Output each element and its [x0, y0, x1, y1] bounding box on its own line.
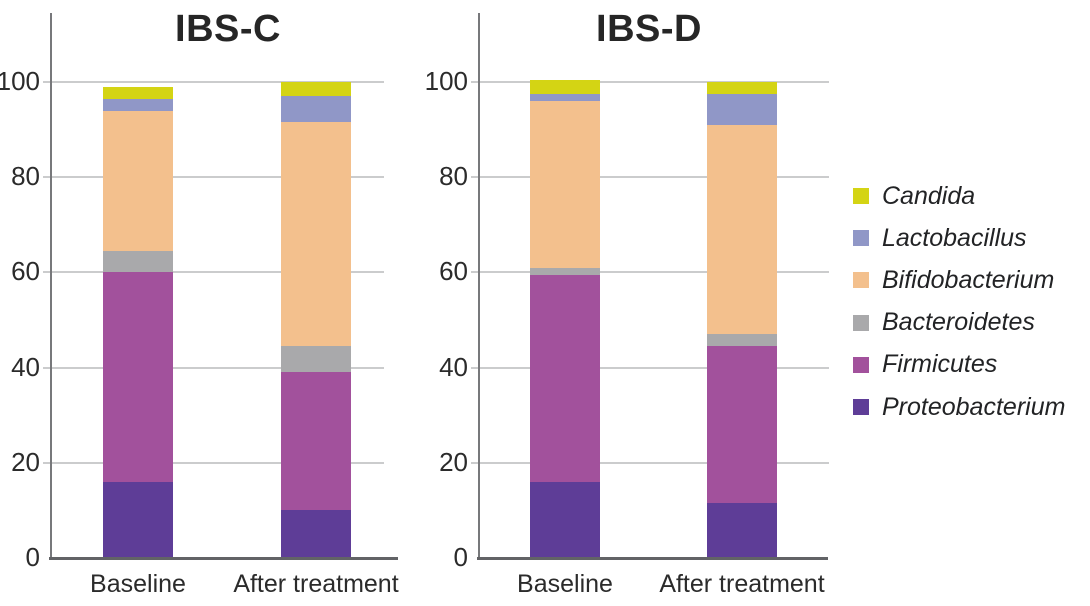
gridline: [471, 366, 829, 369]
bar-segment-proteobacterium: [530, 481, 600, 558]
panel-title: IBS-D: [596, 8, 702, 50]
y-tick-label: 0: [453, 542, 468, 572]
bar-segment-lactobacillus: [281, 96, 351, 123]
bar-segment-bacteroidetes: [281, 346, 351, 373]
bar-segment-candida: [530, 79, 600, 94]
y-tick-label: 100: [0, 66, 40, 96]
panel-title: IBS-C: [175, 8, 281, 50]
legend-label: Bifidobacterium: [882, 265, 1055, 294]
legend-label: Lactobacillus: [882, 223, 1027, 252]
legend-label: Candida: [882, 181, 976, 210]
y-axis-line: [50, 13, 52, 560]
bar-segment-proteobacterium: [103, 481, 173, 558]
bar-segment-firmicutes: [103, 272, 173, 482]
legend-item: Bacteroidetes: [853, 308, 1035, 337]
bar-segment-lactobacillus: [707, 93, 777, 125]
category-label: After treatment: [659, 570, 825, 598]
legend-label: Firmicutes: [882, 350, 998, 379]
x-axis-line: [49, 557, 398, 560]
legend-swatch-bacteroidetes: [853, 314, 869, 331]
category-label: After treatment: [233, 570, 399, 598]
legend-label: Bacteroidetes: [882, 308, 1035, 337]
legend-swatch-lactobacillus: [853, 230, 869, 247]
y-axis-line: [478, 13, 480, 560]
gridline: [471, 461, 829, 464]
y-tick-label: 0: [25, 542, 40, 572]
bar-segment-lactobacillus: [103, 98, 173, 111]
gridline: [43, 271, 384, 274]
legend-swatch-proteobacterium: [853, 399, 869, 415]
bar-segment-candida: [707, 82, 777, 94]
bar-segment-proteobacterium: [281, 510, 351, 558]
legend-item: Bifidobacterium: [853, 266, 1054, 294]
y-tick-label: 60: [439, 256, 468, 287]
category-label: Baseline: [517, 570, 613, 598]
bar-segment-firmicutes: [707, 346, 777, 504]
y-tick-label: 20: [11, 446, 40, 477]
legend-label: Proteobacterium: [882, 392, 1066, 421]
bar-segment-bifidobacterium: [707, 124, 777, 335]
gridline: [471, 81, 829, 83]
y-tick-label: 100: [424, 66, 468, 96]
bar-segment-firmicutes: [281, 372, 351, 511]
gridline: [43, 461, 384, 464]
legend-item: Lactobacillus: [853, 224, 1027, 252]
bar-segment-candida: [103, 86, 173, 99]
legend-item: Proteobacterium: [853, 393, 1065, 421]
gridline: [471, 271, 829, 274]
gridline: [43, 176, 384, 179]
y-tick-label: 80: [439, 161, 468, 192]
gridline: [43, 81, 384, 83]
category-label: Baseline: [90, 570, 186, 598]
y-tick-label: 40: [439, 351, 468, 382]
bar-segment-bacteroidetes: [103, 250, 173, 273]
bar-segment-firmicutes: [530, 274, 600, 482]
y-tick-label: 80: [11, 161, 40, 192]
bar-segment-bifidobacterium: [281, 122, 351, 347]
bar-segment-bacteroidetes: [707, 334, 777, 347]
bar-segment-lactobacillus: [530, 93, 600, 102]
x-axis-line: [477, 557, 828, 560]
bar-segment-bifidobacterium: [530, 101, 600, 268]
legend-item: Candida: [853, 182, 975, 210]
bar-segment-bacteroidetes: [530, 267, 600, 275]
bar-segment-proteobacterium: [707, 503, 777, 558]
gridline: [471, 176, 829, 179]
legend-swatch-bifidobacterium: [853, 272, 869, 289]
bar-segment-candida: [281, 82, 351, 97]
gridline: [43, 366, 384, 369]
legend-swatch-candida: [853, 188, 869, 204]
legend-swatch-firmicutes: [853, 356, 869, 373]
y-tick-label: 40: [11, 351, 40, 382]
bar-segment-bifidobacterium: [103, 110, 173, 251]
legend-item: Firmicutes: [853, 350, 998, 379]
y-tick-label: 20: [439, 446, 468, 477]
y-tick-label: 60: [11, 256, 40, 287]
